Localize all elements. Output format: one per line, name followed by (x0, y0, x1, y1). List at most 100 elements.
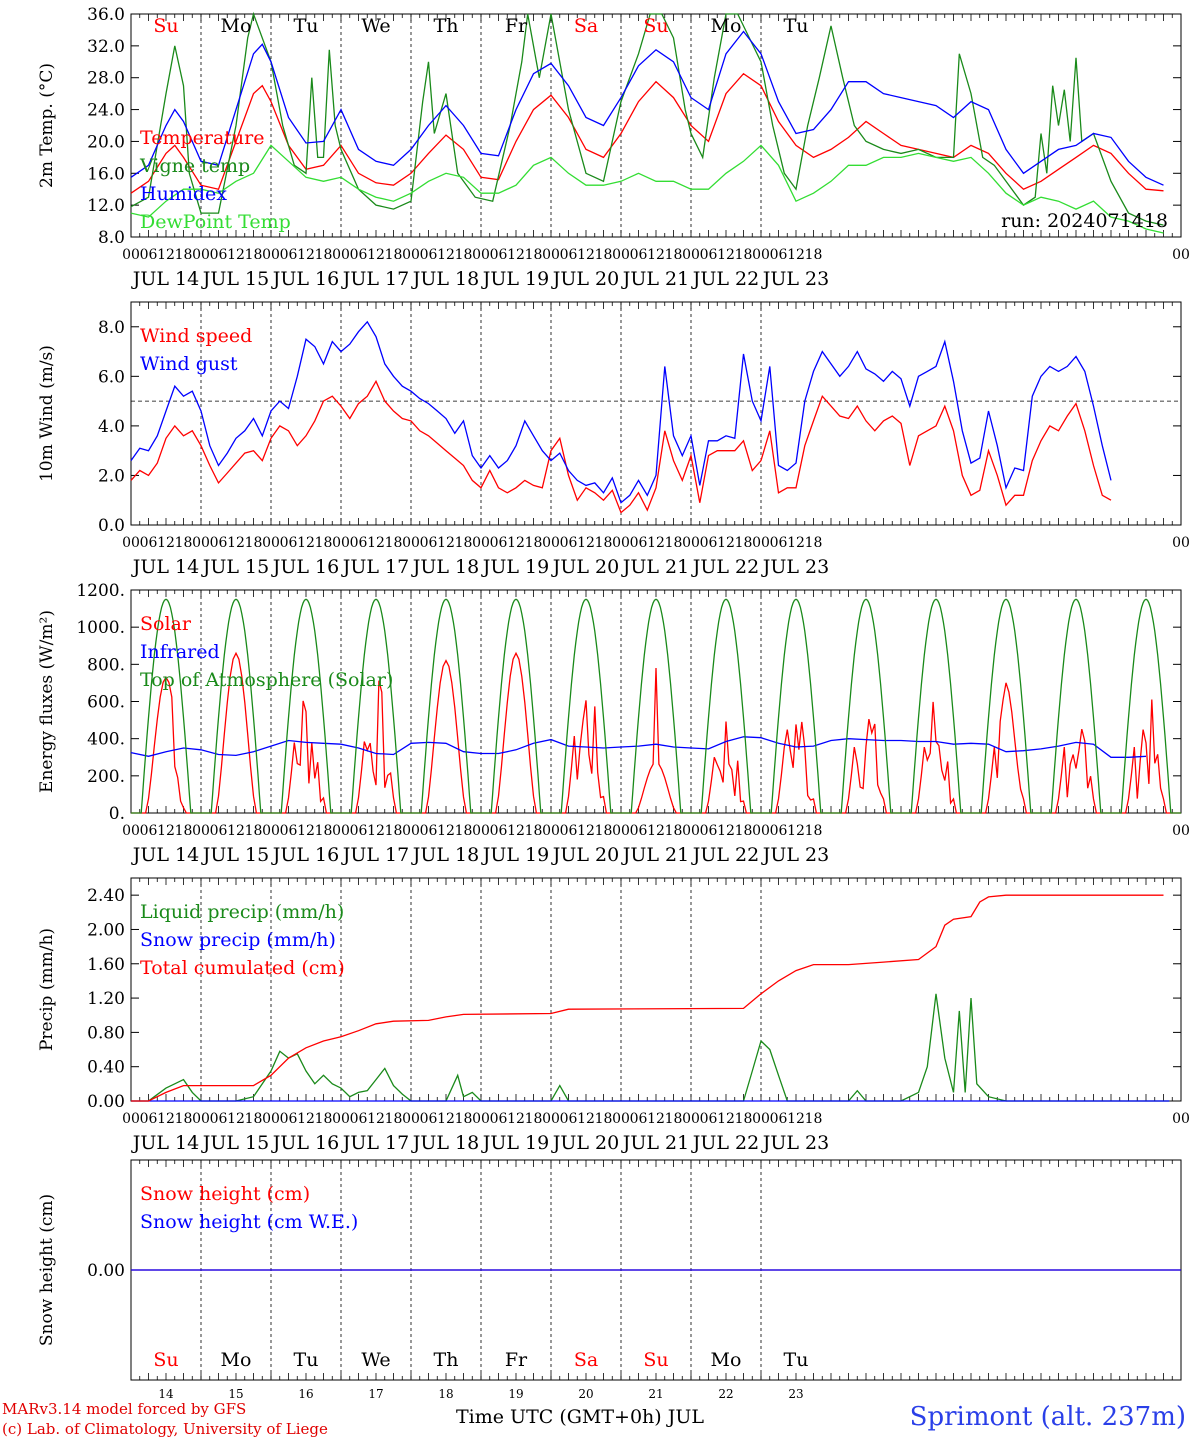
date-label: JUL 18 (411, 844, 479, 866)
hour-tick-label: 06 (560, 1111, 578, 1127)
hour-tick-label: 00 (542, 823, 560, 839)
date-label: JUL 16 (271, 268, 339, 290)
hour-tick-label: 18 (665, 1111, 683, 1127)
hour-tick-label: 18 (735, 247, 753, 263)
hour-tick-label: 12 (577, 823, 595, 839)
hour-tick-label: 00 (1172, 535, 1190, 551)
hour-tick-label: 06 (280, 247, 298, 263)
legend-entry: Wind speed (140, 325, 252, 347)
hour-tick-label: 18 (455, 1111, 473, 1127)
weekday-label: Mo (711, 1349, 742, 1371)
legend-entry: Total cumulated (cm) (140, 957, 345, 979)
hour-tick-label: 00 (542, 247, 560, 263)
y-tick-label: 400. (87, 730, 125, 750)
hour-tick-label: 00 (192, 823, 210, 839)
hour-tick-label: 06 (280, 535, 298, 551)
hour-tick-label: 00 (1172, 823, 1190, 839)
hour-tick-label: 06 (140, 247, 158, 263)
weekday-label: Fr (505, 1349, 528, 1371)
hour-tick-label: 06 (210, 247, 228, 263)
hour-tick-label: 18 (175, 247, 193, 263)
hour-tick-label: 12 (157, 1111, 175, 1127)
hour-tick-label: 18 (735, 535, 753, 551)
weekday-label: Sa (574, 15, 598, 37)
date-label: JUL 22 (691, 556, 759, 578)
hour-tick-label: 12 (157, 247, 175, 263)
hour-tick-label: 06 (490, 535, 508, 551)
series-line (130, 144, 1164, 234)
hour-tick-label: 12 (297, 247, 315, 263)
hour-tick-label: 00 (122, 247, 140, 263)
hour-tick-label: 12 (787, 823, 805, 839)
hour-tick-label: 00 (472, 247, 490, 263)
hour-tick-label: 18 (595, 823, 613, 839)
y-tick-label: 600. (87, 693, 125, 713)
hour-tick-label: 18 (525, 535, 543, 551)
legend-entry: Vigne temp (139, 155, 250, 177)
weekday-label: Th (434, 1349, 459, 1371)
hour-tick-label: 12 (717, 823, 735, 839)
series-line (131, 651, 1181, 814)
panel-frame (130, 301, 1182, 526)
y-tick-label: 200. (87, 767, 125, 787)
day-number-label: 19 (508, 1387, 523, 1401)
hour-tick-label: 00 (472, 1111, 490, 1127)
hour-tick-label: 18 (385, 1111, 403, 1127)
y-tick-label: 2.40 (87, 886, 125, 906)
hour-tick-label: 00 (682, 1111, 700, 1127)
hour-tick-label: 00 (1172, 1111, 1190, 1127)
hour-tick-label: 12 (157, 823, 175, 839)
hour-tick-label: 12 (297, 823, 315, 839)
hour-tick-label: 18 (245, 247, 263, 263)
hour-tick-label: 06 (350, 1111, 368, 1127)
hour-tick-label: 06 (350, 823, 368, 839)
date-label: JUL 23 (761, 844, 829, 866)
y-axis-label: 2m Temp. (°C) (37, 63, 57, 188)
run-label: run: 2024071418 (1001, 210, 1168, 232)
hour-tick-label: 00 (332, 1111, 350, 1127)
hour-tick-label: 18 (385, 247, 403, 263)
series-line (130, 379, 1112, 514)
legend-entry: Snow precip (mm/h) (140, 929, 336, 951)
hour-tick-label: 06 (700, 1111, 718, 1127)
series-line (131, 993, 1170, 1102)
hour-tick-label: 00 (612, 823, 630, 839)
hour-tick-label: 18 (595, 535, 613, 551)
hour-tick-label: 00 (332, 535, 350, 551)
hour-tick-label: 00 (122, 823, 140, 839)
day-number-label: 15 (228, 1387, 243, 1401)
x-axis-title: Time UTC (GMT+0h) JUL (456, 1406, 704, 1428)
hour-tick-label: 12 (227, 247, 245, 263)
date-label: JUL 15 (201, 844, 269, 866)
weekday-label: Su (153, 15, 178, 37)
weekday-label: We (361, 15, 390, 37)
hour-tick-label: 18 (315, 535, 333, 551)
weekday-label: Tu (294, 15, 319, 37)
weekday-label: Mo (221, 1349, 252, 1371)
hour-tick-label: 12 (787, 535, 805, 551)
hour-tick-label: 00 (402, 535, 420, 551)
station-name: Sprimont (alt. 237m) (909, 1402, 1186, 1432)
hour-tick-label: 18 (805, 823, 823, 839)
hour-tick-label: 12 (507, 247, 525, 263)
date-label: JUL 23 (761, 556, 829, 578)
y-tick-label: 0.80 (87, 1023, 125, 1043)
hour-tick-label: 06 (490, 247, 508, 263)
hour-tick-label: 00 (612, 247, 630, 263)
hour-tick-label: 18 (665, 535, 683, 551)
hour-tick-label: 06 (700, 247, 718, 263)
hour-tick-label: 06 (700, 823, 718, 839)
hour-tick-label: 12 (717, 535, 735, 551)
hour-tick-label: 12 (717, 1111, 735, 1127)
date-label: JUL 14 (131, 268, 199, 290)
series-line (130, 30, 1164, 186)
date-label: JUL 17 (341, 844, 409, 866)
y-tick-label: 2.0 (98, 466, 125, 486)
y-tick-label: 20.0 (87, 132, 125, 152)
hour-tick-label: 12 (227, 535, 245, 551)
hour-tick-label: 12 (437, 247, 455, 263)
weekday-label: Th (434, 15, 459, 37)
date-label: JUL 20 (551, 844, 619, 866)
hour-tick-label: 18 (385, 823, 403, 839)
